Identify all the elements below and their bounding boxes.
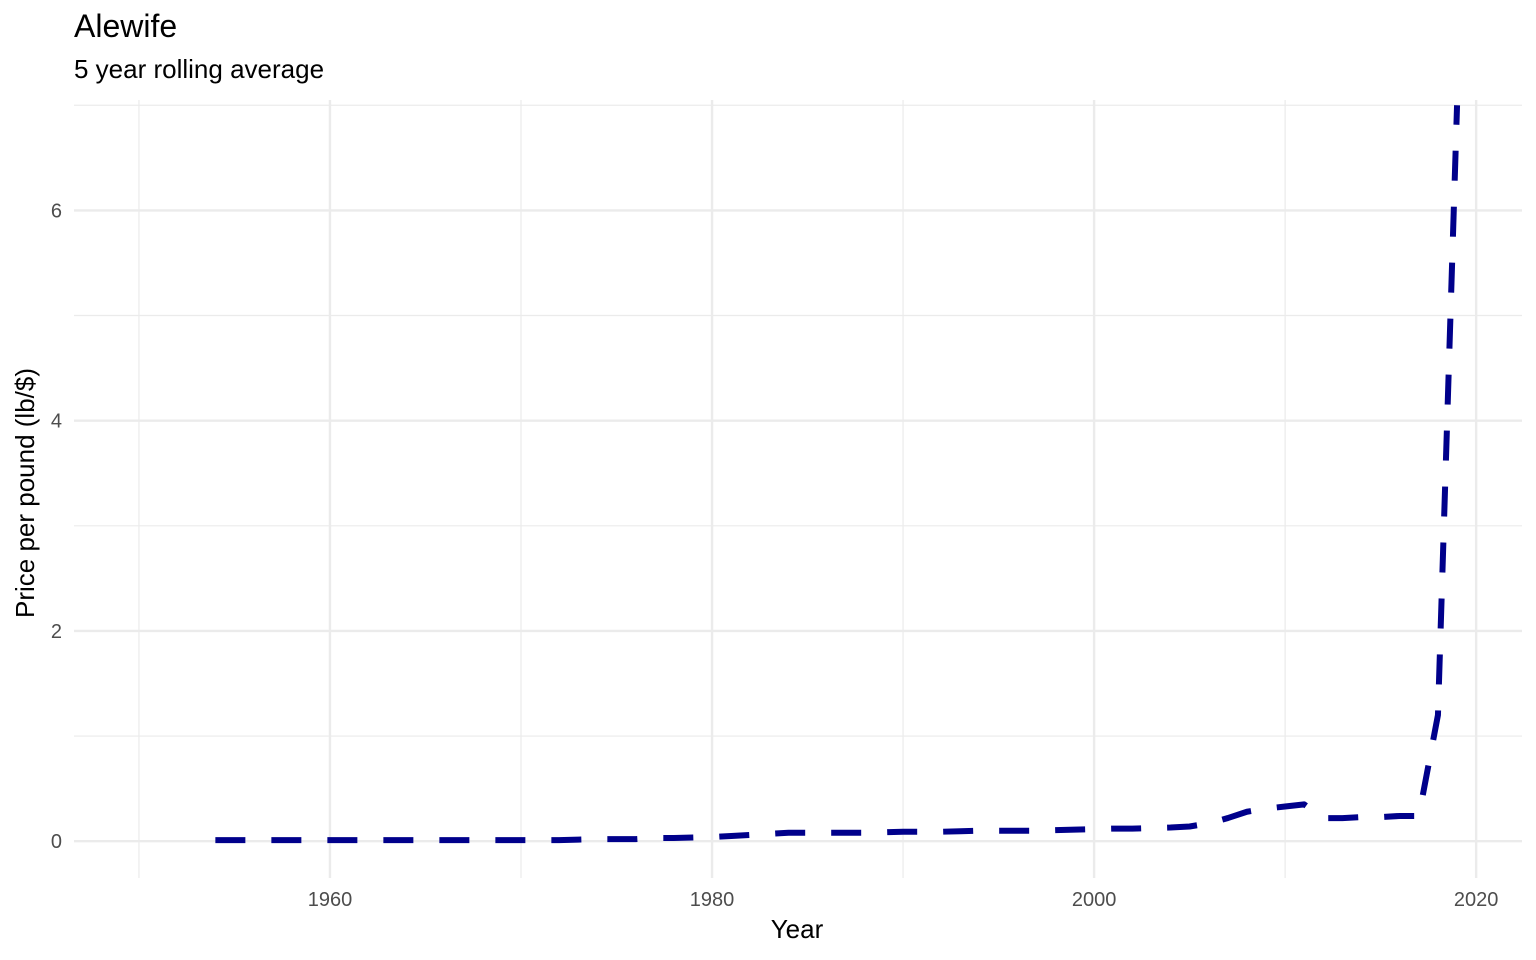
chart-subtitle: 5 year rolling average bbox=[74, 54, 325, 84]
series-layer bbox=[215, 105, 1461, 844]
y-axis-ticks: 0 2 4 6 bbox=[51, 200, 62, 853]
x-tick-label: 1980 bbox=[690, 889, 735, 911]
series-line bbox=[215, 105, 1461, 844]
x-tick-label: 2000 bbox=[1072, 889, 1117, 911]
major-gridlines bbox=[74, 100, 1522, 878]
x-tick-label: 1960 bbox=[308, 889, 353, 911]
x-tick-label: 2020 bbox=[1454, 889, 1499, 911]
x-axis-title: Year bbox=[771, 914, 824, 944]
y-tick-label: 6 bbox=[51, 200, 62, 222]
minor-gridlines bbox=[74, 100, 1522, 878]
chart-title: Alewife bbox=[74, 8, 178, 44]
y-tick-label: 2 bbox=[51, 621, 62, 643]
x-axis-ticks: 1960 1980 2000 2020 bbox=[308, 889, 1499, 911]
y-tick-label: 4 bbox=[51, 411, 62, 433]
y-axis-title: Price per pound (lb/$) bbox=[10, 368, 40, 618]
y-tick-label: 0 bbox=[51, 831, 62, 853]
